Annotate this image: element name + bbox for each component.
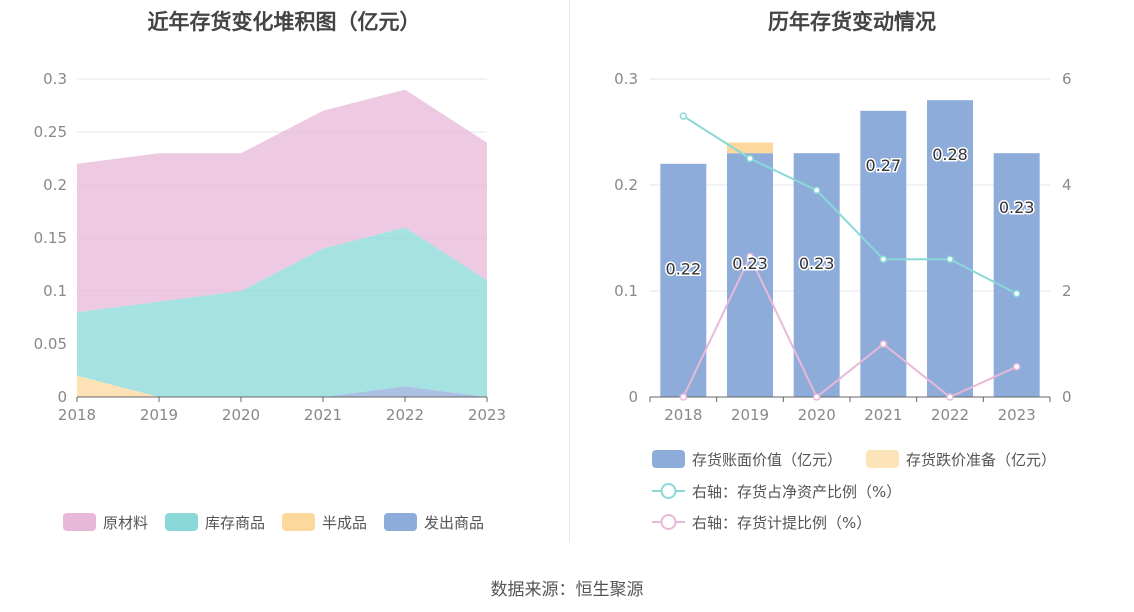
- legend-label: 半成品: [322, 514, 367, 532]
- line-point: [879, 255, 888, 263]
- bar-book-value: [860, 110, 907, 398]
- x-tick-label: 2022: [931, 406, 969, 424]
- y-left-tick-label: 0.1: [614, 282, 638, 300]
- y-right-tick-label: 0: [1062, 388, 1072, 406]
- y-tick-label: 0.1: [43, 282, 67, 300]
- bar-book-value: [660, 163, 707, 397]
- legend-label: 右轴：存货占净资产比例（%）: [692, 483, 901, 501]
- bar-line-chart: 0 0.1 0.2 0.3 0 2 4 6 2018 2019 2020 2021 2022 2023 0.…: [614, 70, 1072, 532]
- x-tick-label: 2023: [468, 406, 506, 424]
- panel-divider: [569, 0, 570, 542]
- line-series: [682, 115, 1018, 295]
- y-tick-label: 0.15: [34, 229, 67, 247]
- y-tick-label: 0.25: [34, 123, 67, 141]
- bar-data-label: 0.22: [666, 259, 702, 278]
- legend-swatch: [63, 513, 96, 531]
- legend-swatch: [652, 450, 685, 468]
- x-tick-label: 2020: [798, 406, 836, 424]
- line-point: [1012, 289, 1021, 298]
- y-tick-label: 0.05: [34, 335, 67, 353]
- x-tick-label: 2023: [998, 406, 1036, 424]
- data-source: 数据来源：恒生聚源: [490, 580, 644, 600]
- line-series: [682, 254, 1018, 399]
- y-right-tick-label: 2: [1062, 282, 1072, 300]
- x-tick-label: 2018: [664, 406, 702, 424]
- y-tick-label: 0: [57, 388, 67, 406]
- x-tick-label: 2020: [222, 406, 260, 424]
- area-原材料: [77, 89, 487, 313]
- line-point: [812, 393, 821, 401]
- bar-data-label: 0.23: [732, 254, 768, 273]
- bar-data-label: 0.28: [932, 145, 968, 164]
- legend-label: 右轴：存货计提比例（%）: [692, 514, 871, 532]
- y-tick-label: 0.3: [43, 70, 67, 88]
- legend-marker: [660, 483, 677, 499]
- y-left-tick-label: 0.2: [614, 176, 638, 194]
- bar-data-label: 0.23: [799, 254, 835, 273]
- x-tick-label: 2022: [386, 406, 424, 424]
- left-chart-title: 近年存货变化堆积图（亿元）: [147, 10, 421, 34]
- bar-book-value: [927, 100, 973, 397]
- legend-swatch: [866, 450, 899, 468]
- x-tick-label: 2021: [864, 406, 902, 424]
- legend-label: 存货跌价准备（亿元）: [906, 451, 1056, 469]
- line-point: [812, 186, 821, 195]
- y-left-tick-label: 0.3: [614, 70, 638, 88]
- line-point: [946, 255, 954, 263]
- legend-marker: [660, 514, 677, 530]
- area-发出商品: [77, 386, 487, 397]
- line-point: [946, 393, 954, 401]
- right-chart-title: 历年存货变动情况: [768, 10, 936, 34]
- line-point: [746, 252, 754, 261]
- bar-impairment: [727, 142, 773, 154]
- area-半成品: [77, 375, 487, 397]
- y-right-tick-label: 6: [1062, 70, 1072, 88]
- x-tick-label: 2018: [58, 406, 96, 424]
- line-point: [1012, 363, 1021, 371]
- bar-data-label: 0.27: [866, 156, 902, 175]
- y-tick-label: 0.2: [43, 176, 67, 194]
- bar-book-value: [727, 153, 773, 397]
- line-point: [879, 340, 888, 348]
- legend-label: 发出商品: [424, 514, 484, 532]
- x-tick-label: 2019: [140, 406, 178, 424]
- x-tick-label: 2021: [304, 406, 342, 424]
- legend-label: 存货账面价值（亿元）: [692, 451, 842, 469]
- legend-swatch: [165, 513, 198, 531]
- legend-label: 原材料: [103, 514, 148, 532]
- line-point: [746, 154, 754, 163]
- x-tick-label: 2019: [731, 406, 769, 424]
- bar-book-value: [993, 153, 1040, 397]
- legend-swatch: [282, 513, 315, 531]
- stacked-area-chart: 0 0.05 0.1 0.15 0.2 0.25 0.3 2018 2019 2020 2021 20…: [34, 70, 507, 532]
- y-left-tick-label: 0: [628, 388, 638, 406]
- legend-swatch: [384, 513, 417, 531]
- line-point: [679, 112, 688, 120]
- legend-label: 库存商品: [205, 514, 265, 532]
- y-right-tick-label: 4: [1062, 176, 1072, 194]
- area-库存商品: [77, 227, 487, 397]
- line-point: [679, 393, 688, 401]
- bar-data-label: 0.23: [999, 198, 1035, 217]
